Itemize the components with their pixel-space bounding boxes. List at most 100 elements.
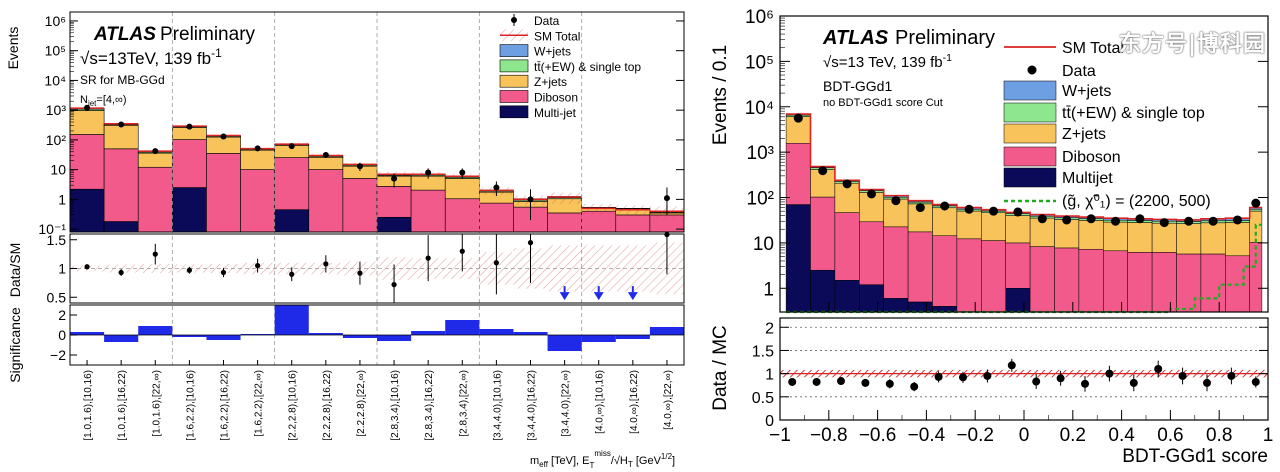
significance-bar [581, 335, 616, 342]
data-point [220, 133, 227, 140]
data-point [989, 206, 998, 216]
stack-bar-zjets [240, 149, 275, 170]
ratio-point [1007, 361, 1016, 370]
ytick-label: 10³ [46, 102, 67, 118]
category-label: [1.6,2.2),[10,16) [185, 370, 196, 441]
stack-bar-diboson [981, 240, 1006, 313]
significance-bar [479, 329, 514, 335]
data-point [152, 148, 159, 155]
legend-item-smtotal: SM Total [1004, 40, 1124, 57]
ratio-point [1129, 378, 1138, 387]
ytick-label: 10⁶ [45, 13, 66, 29]
legend-item-zjets: Z+jets [1003, 123, 1106, 144]
ratio-ytick-label: 1 [765, 367, 774, 384]
watermark: 东方号|博科园 [1118, 32, 1266, 57]
data-point [1086, 214, 1096, 224]
njet-part: jet [87, 99, 97, 108]
xtick-label: −0.8 [810, 425, 848, 446]
ratio-point [186, 267, 192, 273]
ratio-point [1227, 371, 1236, 380]
data-point [915, 203, 925, 213]
category-label: [1.0,1.6),[10,16) [83, 370, 94, 441]
ratio-point [1105, 369, 1114, 378]
x-label-part: miss [594, 449, 610, 458]
data-point [186, 123, 193, 130]
stack-bar-multijet [883, 298, 909, 313]
data-point [254, 145, 261, 152]
ratio-point [1081, 379, 1089, 388]
atlas-label: ATLAS [822, 27, 889, 49]
energy-label: √s=13 TeV, 139 fb-1 [823, 52, 952, 71]
region-sublabel: no BDT-GGd1 score Cut [823, 97, 943, 109]
energy-label-main: √s=13TeV, 139 fb [80, 49, 211, 68]
legend-label: Z+jets [534, 75, 567, 89]
xtick-label: −0.2 [956, 425, 994, 446]
legend-item-smtotal: SM Total [500, 29, 580, 43]
xtick-label: 0.2 [1060, 425, 1086, 446]
stack-bar-zjets [1103, 221, 1128, 252]
legend-label: tt̄(+EW) & single top [534, 60, 641, 74]
ratio-arrow [627, 292, 638, 301]
stack-bar-zjets [956, 210, 982, 240]
ratio-ytick-label: 0.5 [752, 390, 774, 407]
stack-bar-diboson [907, 231, 933, 303]
stack-bar-diboson [103, 148, 139, 222]
njet-part: N [80, 94, 88, 106]
ratio-point [1178, 371, 1187, 380]
stack-bar-zjets [1176, 223, 1202, 255]
significance-bar [547, 335, 582, 351]
significance-bar [274, 305, 309, 335]
ratio-point [664, 231, 670, 238]
ratio-point [391, 282, 397, 288]
stack-bar-zjets [859, 192, 884, 223]
legend-swatch [499, 74, 529, 88]
stack-bar-zjets [103, 124, 139, 150]
preliminary-label: Preliminary [160, 24, 256, 45]
data-point [391, 175, 398, 182]
xtick-label: −0.6 [859, 425, 897, 446]
legend-item-multijet: Multijet [1003, 167, 1113, 188]
category-label: [1.6,2.2),[16,22) [220, 370, 231, 441]
ytick-label: 10⁴ [44, 72, 66, 88]
data-point [493, 184, 500, 191]
significance-bar [206, 335, 241, 340]
ratio-point [1056, 374, 1065, 383]
legend-item-data: Data [1027, 63, 1096, 80]
ratio-ytick-label: 2 [765, 320, 774, 337]
category-label: [2.2,2.8),[22,∞) [356, 370, 367, 437]
significance-bar [649, 327, 684, 335]
stack-bar-multijet [274, 209, 310, 233]
stack-bar-diboson [1176, 253, 1202, 313]
xtick-label: −0.4 [908, 425, 946, 446]
legend-swatch [499, 105, 529, 119]
ratio-ytick-label: 0.5 [47, 289, 67, 305]
data-point [663, 195, 670, 202]
stack-bar-diboson [810, 196, 836, 271]
stack-bar-diboson [615, 214, 651, 233]
preliminary-label: Preliminary [895, 27, 995, 49]
category-label: [1.6,2.2),[22,∞) [254, 370, 265, 437]
xtick-label: 0.8 [1206, 425, 1232, 446]
legend-swatch [1003, 80, 1057, 101]
legend-item-wjets: W+jets [1003, 80, 1111, 101]
legend-label: W+jets [534, 45, 571, 59]
stack-bar-diboson [932, 235, 958, 307]
stack-bar-multijet [834, 280, 860, 313]
significance-bar [513, 332, 548, 335]
ytick-label: 1 [763, 279, 774, 300]
ratio-point [493, 260, 499, 266]
x-axis-label: BDT-GGd1 score [1122, 446, 1268, 467]
data-point [1013, 207, 1023, 217]
energy-label-sup: -1 [211, 46, 222, 60]
legend-label: Multijet [1062, 170, 1113, 187]
ytick-label: 10⁶ [745, 7, 774, 28]
stack-bar-ttbar [1249, 208, 1263, 212]
legend-label: Multi-jet [534, 106, 577, 120]
stack-bar-multijet [376, 216, 412, 233]
njet-part: =[4,∞) [96, 94, 126, 106]
ytick-label: 10 [753, 234, 774, 255]
data-point [527, 196, 534, 203]
ytick-label: 1 [58, 191, 66, 207]
